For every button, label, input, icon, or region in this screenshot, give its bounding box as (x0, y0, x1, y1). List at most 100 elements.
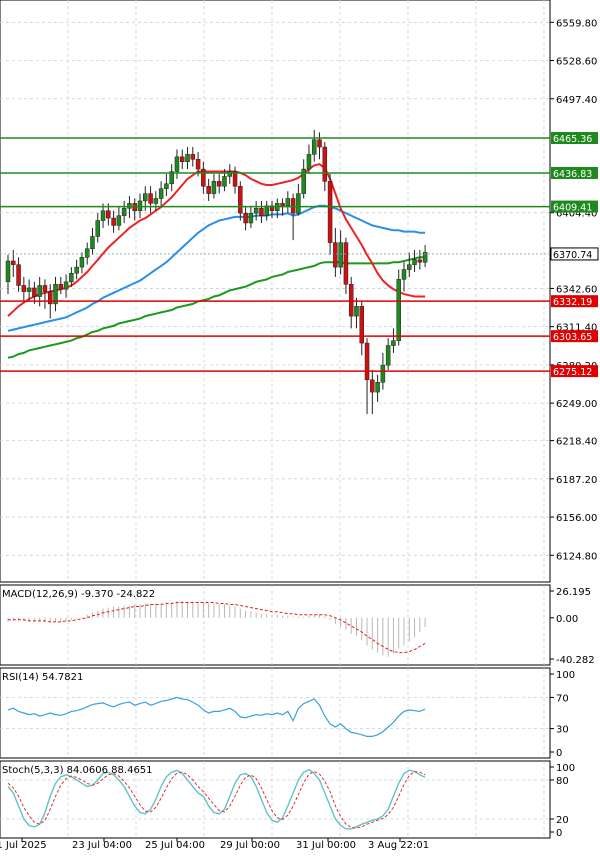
price-tick-label-7: 6249.00 (556, 399, 597, 410)
stoch-tick-label-1: 80 (556, 776, 569, 787)
level-label-3: 6332.19 (553, 297, 592, 308)
current-price-label: 6370.74 (553, 250, 592, 261)
price-tick-label-11: 6124.80 (556, 551, 597, 562)
ma-green-line (7, 256, 426, 359)
candle-body-37 (201, 168, 206, 187)
candle-body-15 (84, 248, 90, 258)
level-label-5: 6275.12 (553, 367, 592, 378)
x-tick-label-4: 31 Jul 00:00 (296, 840, 356, 851)
level-tag-5 (551, 365, 598, 378)
ma-blue-line (7, 204, 426, 332)
candle-body-58 (311, 139, 317, 155)
candle-body-27 (148, 193, 153, 204)
stoch-label: Stoch(5,3,3) 84.0606 88.4651 (2, 765, 153, 776)
candle-body-53 (285, 198, 291, 207)
current-price-tag (550, 247, 599, 261)
price-tick-label-2: 6497.40 (556, 95, 597, 106)
level-tag-4 (551, 330, 598, 343)
candle-body-60 (322, 146, 328, 182)
candle-body-73 (391, 340, 396, 346)
level-tag-1 (551, 166, 598, 179)
rsi-tick-label-1: 70 (556, 693, 569, 704)
candle-body-9 (53, 284, 58, 305)
candle-body-63 (338, 242, 343, 268)
candle-body-57 (306, 154, 312, 170)
candle-body-68 (364, 342, 370, 381)
candle-body-6 (37, 285, 42, 297)
rsi-tick-label-3: 0 (556, 748, 562, 759)
level-label-1: 6436.83 (553, 169, 592, 180)
candle-body-13 (74, 266, 79, 274)
rsi-tick-label-0: 100 (556, 670, 575, 681)
candle-body-46 (248, 212, 254, 224)
candle-body-39 (211, 181, 217, 194)
macd-panel-frame (0, 584, 551, 666)
candle-body-21 (116, 215, 122, 226)
candle-body-12 (69, 272, 74, 283)
candle-body-56 (301, 168, 306, 194)
rsi-panel-frame (0, 667, 551, 759)
macd-label: MACD(12,26,9) -9.370 -24.822 (2, 589, 155, 600)
macd-signal-line (8, 602, 426, 654)
candle-body-10 (58, 284, 64, 290)
candle-body-30 (164, 183, 169, 189)
level-tag-3 (551, 295, 598, 308)
macd-tick-label-1: 0.00 (556, 614, 578, 625)
candle-body-78 (417, 259, 423, 263)
candle-body-28 (153, 198, 159, 204)
level-label-0: 6465.36 (553, 134, 592, 145)
candle-body-79 (422, 252, 428, 263)
candle-body-48 (259, 208, 264, 216)
candle-body-19 (106, 210, 111, 219)
price-tick-label-10: 6156.00 (556, 513, 597, 524)
candle-body-8 (47, 291, 53, 305)
candle-body-76 (407, 264, 412, 270)
level-tag-2 (551, 200, 598, 213)
candle-body-38 (206, 185, 211, 194)
candle-body-70 (375, 382, 380, 393)
x-tick-label-1: 23 Jul 04:00 (72, 840, 132, 851)
candle-body-77 (412, 259, 417, 265)
rsi-line (7, 696, 426, 738)
candle-body-16 (90, 236, 95, 249)
candle-body-20 (111, 217, 116, 226)
ma-red-line (7, 163, 426, 317)
level-tag-0 (551, 132, 598, 145)
stoch-panel-frame (0, 760, 551, 839)
candle-body-45 (243, 212, 248, 224)
level-label-4: 6303.65 (553, 332, 592, 343)
candle-body-66 (354, 306, 359, 317)
candle-body-7 (42, 285, 48, 292)
price-tick-label-3: 6404.40 (556, 209, 597, 220)
stoch-tick-label-2: 20 (556, 815, 569, 826)
price-panel-frame (0, 0, 551, 583)
candle-body-26 (143, 193, 148, 202)
candle-body-3 (21, 285, 27, 292)
candle-body-71 (380, 364, 386, 383)
candle-body-31 (169, 171, 174, 185)
macd-tick-label-2: -40.282 (556, 655, 595, 666)
candle-body-17 (95, 220, 101, 237)
candle-body-41 (222, 176, 227, 187)
price-tick-label-8: 6218.40 (556, 437, 597, 448)
candle-body-32 (174, 156, 180, 172)
candle-body-75 (401, 269, 407, 280)
price-tick-label-4: 6342.60 (556, 284, 597, 295)
price-tick-label-9: 6187.20 (556, 475, 597, 486)
candle-body-69 (370, 379, 375, 393)
candle-body-64 (343, 242, 349, 285)
candle-body-2 (16, 264, 21, 286)
x-tick-label-0: 21 Jul 2025 (0, 840, 47, 851)
stoch-tick-label-3: 0 (556, 828, 562, 839)
candle-body-67 (359, 306, 365, 344)
candle-body-40 (216, 181, 222, 187)
candle-body-11 (63, 281, 69, 290)
candle-body-62 (333, 242, 338, 268)
candle-body-52 (280, 203, 285, 207)
price-tick-label-0: 6559.80 (556, 18, 597, 29)
candle-body-33 (179, 156, 185, 162)
level-label-2: 6409.41 (553, 203, 592, 214)
candle-body-18 (100, 210, 106, 221)
